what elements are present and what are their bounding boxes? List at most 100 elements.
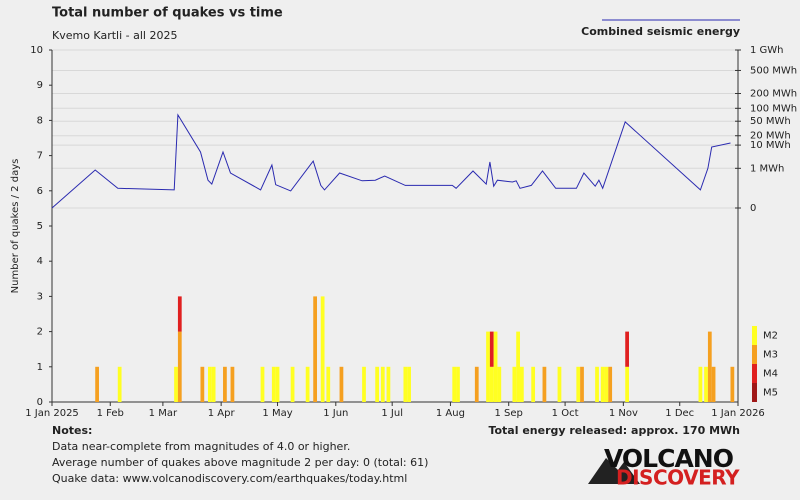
y-tick-label: 8 bbox=[37, 115, 43, 126]
bar bbox=[704, 366, 708, 402]
logo: DISCOVERY bbox=[616, 466, 740, 490]
y-tick-label: 0 bbox=[37, 397, 43, 408]
x-tick-label: 1 Jan 2025 bbox=[25, 408, 79, 419]
bar bbox=[177, 331, 182, 402]
bar bbox=[260, 366, 265, 402]
bar bbox=[230, 366, 235, 402]
y2-tick-label: 10 MWh bbox=[750, 140, 791, 151]
bar bbox=[576, 366, 581, 402]
bar bbox=[516, 331, 520, 402]
y-tick-label: 10 bbox=[30, 45, 43, 56]
energy-line bbox=[51, 113, 731, 209]
legend-label: Combined seismic energy bbox=[581, 25, 740, 38]
total-energy: Total energy released: approx. 170 MWh bbox=[488, 424, 740, 437]
note: Average number of quakes above magnitude… bbox=[52, 456, 428, 469]
bar bbox=[489, 366, 494, 402]
x-tick-label: 1 Mar bbox=[149, 408, 178, 419]
bar bbox=[698, 366, 703, 402]
bar bbox=[542, 366, 547, 402]
bar bbox=[711, 366, 716, 402]
bar bbox=[580, 366, 584, 402]
bar bbox=[339, 366, 344, 402]
legend-swatch bbox=[752, 383, 757, 402]
y2-tick-label: 50 MWh bbox=[750, 116, 791, 127]
y-tick-label: 5 bbox=[37, 221, 43, 232]
bar bbox=[362, 366, 366, 402]
bar bbox=[512, 366, 517, 402]
legend-swatch bbox=[752, 326, 757, 345]
bar bbox=[489, 331, 494, 367]
bar bbox=[177, 296, 182, 332]
y2-tick-label: 500 MWh bbox=[750, 65, 797, 76]
bar bbox=[456, 366, 460, 402]
bar bbox=[403, 366, 408, 402]
bar bbox=[531, 366, 536, 402]
x-tick-label: 1 Sep bbox=[495, 408, 523, 419]
bar bbox=[375, 366, 380, 402]
x-tick-label: 1 Jan 2026 bbox=[711, 408, 765, 419]
x-tick-label: 1 Oct bbox=[552, 408, 579, 419]
bar bbox=[290, 366, 295, 402]
bar bbox=[519, 366, 524, 402]
y-tick-label: 7 bbox=[37, 151, 43, 162]
bar bbox=[600, 366, 605, 402]
y-tick-label: 3 bbox=[37, 291, 43, 302]
y2-tick-label: 100 MWh bbox=[750, 103, 797, 114]
bar bbox=[211, 366, 216, 402]
bar bbox=[730, 366, 735, 402]
y-axis-label: Number of quakes / 2 days bbox=[10, 159, 21, 294]
legend-swatch bbox=[752, 364, 757, 383]
y2-tick-label: 20 MWh bbox=[750, 131, 791, 142]
y2-tick-label: 1 MWh bbox=[750, 163, 784, 174]
legend-label: M3 bbox=[763, 350, 778, 361]
chart-title: Total number of quakes vs time bbox=[52, 6, 283, 21]
bar bbox=[200, 366, 205, 402]
bar bbox=[117, 366, 122, 402]
chart-subtitle: Kvemo Kartli - all 2025 bbox=[52, 29, 177, 42]
bar bbox=[625, 366, 629, 402]
logo: VOLCANO bbox=[604, 444, 733, 473]
y-tick-label: 2 bbox=[37, 327, 43, 338]
bar bbox=[275, 366, 280, 402]
bar bbox=[223, 366, 227, 402]
bar bbox=[493, 331, 498, 402]
bar bbox=[407, 366, 411, 402]
bar bbox=[595, 366, 599, 402]
bar bbox=[486, 331, 490, 402]
bar bbox=[174, 366, 178, 402]
bar bbox=[474, 366, 479, 402]
x-tick-label: 1 Feb bbox=[97, 408, 124, 419]
y-tick-label: 1 bbox=[37, 362, 43, 373]
x-tick-label: 1 Aug bbox=[436, 408, 465, 419]
y2-tick-label: 1 GWh bbox=[750, 45, 784, 56]
bar bbox=[207, 366, 212, 402]
x-tick-label: 1 Apr bbox=[208, 408, 236, 419]
bar bbox=[625, 331, 629, 367]
legend-label: M4 bbox=[763, 369, 778, 380]
y2-tick-label: 200 MWh bbox=[750, 88, 797, 99]
note: Quake data: www.volcanodiscovery.com/ear… bbox=[52, 472, 407, 485]
legend-label: M5 bbox=[763, 388, 778, 399]
bar bbox=[305, 366, 310, 402]
notes-title: Notes: bbox=[52, 424, 92, 437]
y-tick-label: 6 bbox=[37, 186, 43, 197]
bar bbox=[380, 366, 385, 402]
bar bbox=[497, 366, 502, 402]
y2-tick-label: 0 bbox=[750, 203, 756, 214]
bar bbox=[707, 331, 712, 402]
x-tick-label: 1 Nov bbox=[609, 408, 638, 419]
x-tick-label: 1 May bbox=[262, 408, 292, 419]
x-tick-label: 1 Dec bbox=[665, 408, 694, 419]
bar bbox=[608, 366, 613, 402]
x-tick-label: 1 Jun bbox=[323, 408, 348, 419]
bar bbox=[604, 366, 609, 402]
bar bbox=[320, 296, 325, 402]
legend-label: M2 bbox=[763, 331, 778, 342]
bar bbox=[452, 366, 457, 402]
bar bbox=[313, 296, 318, 402]
bar bbox=[271, 366, 276, 402]
bar bbox=[557, 366, 562, 402]
bar bbox=[95, 366, 99, 402]
x-tick-label: 1 Jul bbox=[381, 408, 403, 419]
